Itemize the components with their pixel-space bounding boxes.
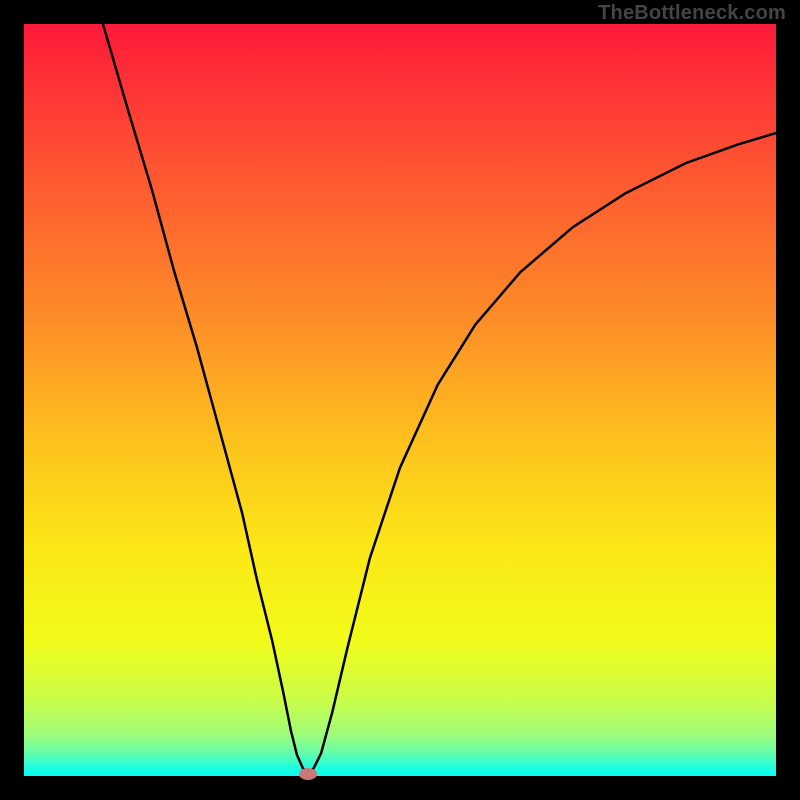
- chart-frame: [0, 0, 800, 800]
- bottleneck-curve: [24, 24, 776, 776]
- watermark-text: TheBottleneck.com: [598, 2, 786, 25]
- plot-area: [24, 24, 776, 776]
- minimum-marker: [299, 768, 317, 780]
